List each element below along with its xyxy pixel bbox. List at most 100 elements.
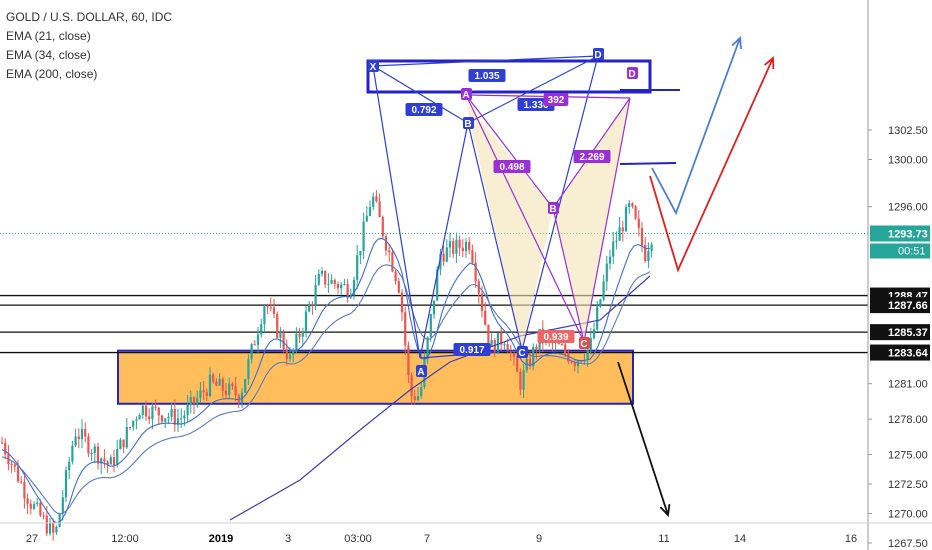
candle-body [10, 464, 13, 466]
candle-body [221, 378, 224, 391]
candle-body [269, 307, 272, 309]
y-tick-label: 1278.00 [888, 414, 928, 426]
candle-body [445, 247, 448, 262]
candle-body [218, 378, 221, 386]
candle-body [391, 252, 394, 272]
ratio-label: 0.792 [411, 105, 436, 116]
candle-body [628, 203, 631, 208]
candle-body [135, 419, 138, 421]
candle-body [128, 427, 132, 429]
price-label-box [870, 225, 930, 242]
ratio-marker [493, 160, 531, 173]
candle-body [106, 461, 109, 465]
point-marker [517, 346, 528, 358]
candle-body [602, 281, 605, 300]
ratio-label: 0.498 [499, 162, 524, 173]
candle-body [624, 207, 628, 232]
candle-body [455, 239, 458, 254]
candle-body [231, 383, 234, 387]
candle-body [52, 522, 55, 533]
candle-body [151, 406, 154, 420]
candle-body [404, 312, 407, 346]
candle-body [436, 269, 439, 301]
pattern-fill [553, 98, 630, 342]
candle-body [183, 415, 186, 419]
price-label: 1283.64 [888, 348, 929, 360]
candle-body [516, 356, 519, 372]
candle-body [429, 314, 432, 338]
candle-body [317, 273, 320, 285]
candle-body [484, 310, 487, 325]
candle-body [336, 284, 340, 289]
countdown-label: 00:51 [898, 245, 926, 257]
alt-projection-arrow-head [764, 56, 775, 70]
pattern-leg [465, 94, 554, 209]
x-tick-label: 7 [424, 533, 430, 545]
candle-body [487, 324, 490, 347]
candle-body [573, 362, 576, 367]
candle-body [272, 307, 276, 314]
candle-body [250, 344, 253, 360]
pattern-level [619, 162, 677, 165]
candle-body [439, 253, 442, 270]
candle-body [276, 313, 279, 338]
candle-body [519, 371, 522, 390]
pattern-leg [467, 122, 523, 351]
ratio-label: 0.917 [459, 345, 484, 356]
candle-body [26, 498, 29, 504]
candle-body [247, 359, 250, 380]
candle-body [112, 457, 116, 465]
candle-body [461, 247, 464, 252]
candle-body [407, 345, 410, 376]
candle-body [202, 390, 205, 393]
candle-body [266, 306, 269, 308]
candle-body [148, 416, 151, 420]
candle-body [295, 333, 298, 350]
candle-body [448, 241, 452, 248]
candle-body [154, 406, 157, 408]
point-marker [548, 202, 559, 214]
ema21-legend: EMA (21, close) [6, 29, 91, 43]
point-label: X [370, 62, 377, 73]
candle-body [157, 407, 160, 416]
candle-body [378, 201, 381, 218]
pattern-leg [419, 122, 469, 359]
candle-body [74, 436, 77, 446]
candle-body [528, 358, 532, 367]
point-label: C [518, 348, 525, 359]
candle-body [292, 349, 295, 355]
candle-body [500, 332, 503, 345]
candle-body [506, 344, 509, 353]
ratio-marker [468, 69, 506, 82]
candle-body [346, 284, 349, 298]
x-tick-label: 14 [734, 533, 746, 545]
ema21-line [1, 237, 651, 524]
candle-body [413, 396, 416, 401]
candle-body [340, 284, 343, 289]
x-tick-label: 27 [26, 533, 38, 545]
candle-body [621, 227, 624, 232]
candle-body [480, 293, 484, 311]
candle-body [288, 354, 292, 359]
candle-body [416, 396, 420, 401]
candle-body [410, 375, 413, 397]
candle-body [103, 458, 106, 462]
point-label: A [462, 90, 469, 101]
candle-body [647, 251, 650, 261]
candle-body [170, 408, 173, 417]
candle-body [637, 218, 640, 228]
x-tick-label: 16 [845, 533, 857, 545]
candle-body [308, 305, 311, 312]
ratio-marker [453, 343, 491, 356]
candle-body [196, 397, 199, 404]
candle-body [333, 279, 336, 285]
candle-body [122, 439, 125, 448]
bullish-projection-arrow-head [731, 36, 742, 50]
candle-body [253, 344, 256, 346]
ratio-label: 1.336 [523, 100, 548, 111]
candle-body [471, 250, 474, 263]
price-label: 1287.66 [888, 300, 928, 312]
candle-body [452, 241, 455, 254]
price-label-box [870, 297, 930, 314]
